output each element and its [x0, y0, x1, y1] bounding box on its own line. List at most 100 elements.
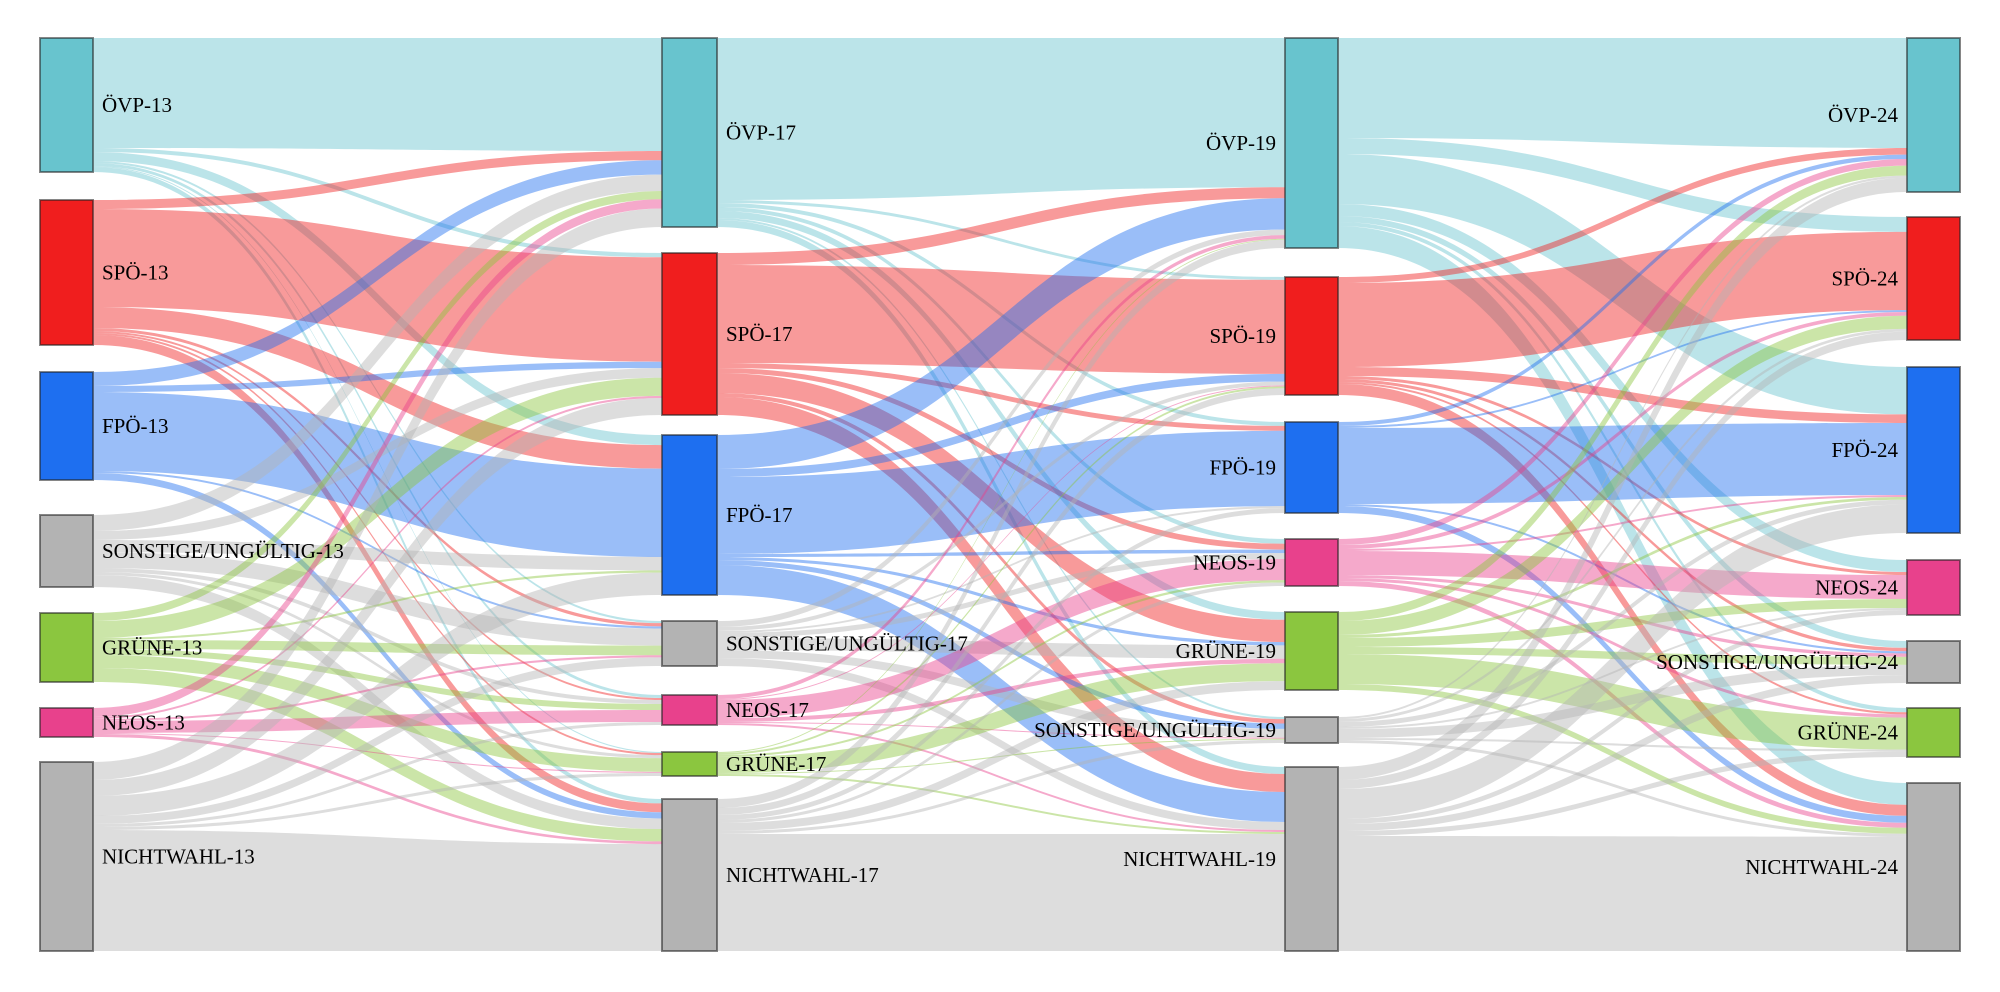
flow-neo19-neo24[interactable]	[1338, 551, 1907, 599]
node-spo19[interactable]	[1284, 276, 1339, 396]
flow-spo13-gru17[interactable]	[93, 333, 662, 756]
flow-fpo13-ovp17[interactable]	[93, 160, 662, 386]
node-gru13[interactable]	[39, 612, 94, 683]
flow-neo17-son19[interactable]	[717, 722, 1285, 739]
node-ovp13[interactable]	[39, 37, 94, 173]
flow-ovp17-neo19[interactable]	[717, 207, 1285, 544]
flow-gru17-gru19[interactable]	[717, 663, 1285, 773]
flow-ovp17-son19[interactable]	[717, 218, 1285, 720]
node-fpo17[interactable]	[661, 434, 718, 596]
flow-fpo19-ovp24[interactable]	[1338, 154, 1907, 426]
node-fpo19[interactable]	[1284, 421, 1339, 514]
flow-nw13-fpo17[interactable]	[93, 572, 662, 816]
flow-spo19-gru24[interactable]	[1338, 382, 1907, 715]
flow-son13-gru17[interactable]	[93, 572, 662, 759]
flow-ovp19-fpo24[interactable]	[1338, 154, 1907, 415]
flow-son13-fpo17[interactable]	[93, 540, 662, 571]
flow-ovp13-ovp17[interactable]	[93, 38, 662, 151]
flow-ovp13-fpo17[interactable]	[93, 152, 662, 446]
flow-fpo17-spo19[interactable]	[717, 373, 1285, 477]
flow-nw17-neo19[interactable]	[717, 582, 1285, 823]
flow-spo19-fpo24[interactable]	[1338, 367, 1907, 423]
flow-nw13-nw17[interactable]	[93, 830, 662, 951]
flow-son19-son24[interactable]	[1338, 664, 1907, 738]
flow-gru17-son19[interactable]	[717, 738, 1285, 774]
flow-gru13-gru17[interactable]	[93, 655, 662, 772]
flow-spo17-nw19[interactable]	[717, 397, 1285, 792]
node-nw24[interactable]	[1906, 782, 1961, 952]
flow-neo17-spo19[interactable]	[717, 385, 1285, 700]
flow-spo17-neo19[interactable]	[717, 368, 1285, 550]
node-neo24[interactable]	[1906, 559, 1961, 616]
flow-nw19-nw24[interactable]	[1338, 836, 1907, 951]
flow-fpo17-son19[interactable]	[717, 560, 1285, 729]
node-fpo13[interactable]	[39, 371, 94, 481]
flow-neo19-nw24[interactable]	[1338, 581, 1907, 828]
flow-spo19-son24[interactable]	[1338, 379, 1907, 652]
node-neo13[interactable]	[39, 707, 94, 738]
flow-gru19-gru24[interactable]	[1338, 654, 1907, 750]
flow-neo19-ovp24[interactable]	[1338, 159, 1907, 545]
flow-fpo13-son17[interactable]	[93, 471, 662, 629]
flow-gru13-spo17[interactable]	[93, 377, 662, 638]
flow-nw19-ovp24[interactable]	[1338, 177, 1907, 780]
flow-son17-gru19[interactable]	[717, 638, 1285, 659]
flow-gru17-spo19[interactable]	[717, 386, 1285, 755]
flow-ovp19-neo24[interactable]	[1338, 204, 1907, 572]
node-gru24[interactable]	[1906, 707, 1961, 758]
flow-fpo17-gru19[interactable]	[717, 557, 1285, 646]
flow-nw17-spo19[interactable]	[717, 388, 1285, 815]
flow-son19-gru24[interactable]	[1338, 738, 1907, 752]
node-son19[interactable]	[1284, 716, 1339, 744]
flow-gru19-ovp24[interactable]	[1338, 165, 1907, 621]
flow-nw13-spo17[interactable]	[93, 397, 662, 796]
flow-gru19-son24[interactable]	[1338, 647, 1907, 665]
flow-gru19-spo24[interactable]	[1338, 315, 1907, 635]
flow-fpo19-son24[interactable]	[1338, 504, 1907, 654]
node-gru17[interactable]	[661, 751, 718, 777]
flow-fpo17-fpo19[interactable]	[717, 430, 1285, 554]
flow-fpo13-spo17[interactable]	[93, 361, 662, 392]
flow-fpo17-neo19[interactable]	[717, 549, 1285, 557]
flow-spo13-ovp17[interactable]	[93, 150, 662, 209]
flow-nw19-spo24[interactable]	[1338, 331, 1907, 789]
flow-ovp17-nw19[interactable]	[717, 220, 1285, 774]
flow-nw19-neo24[interactable]	[1338, 610, 1907, 824]
flow-neo19-gru24[interactable]	[1338, 578, 1907, 718]
flow-ovp13-neo17[interactable]	[93, 163, 662, 698]
flow-nw13-son17[interactable]	[93, 657, 662, 824]
flow-neo17-gru19[interactable]	[717, 658, 1285, 722]
flow-son17-neo19[interactable]	[717, 553, 1285, 638]
flow-son17-ovp19[interactable]	[717, 229, 1285, 627]
flow-ovp17-ovp19[interactable]	[717, 38, 1285, 200]
flow-fpo13-fpo17[interactable]	[93, 392, 662, 557]
flow-nw19-son24[interactable]	[1338, 675, 1907, 831]
flow-gru13-ovp17[interactable]	[93, 191, 662, 621]
flow-fpo17-nw19[interactable]	[717, 565, 1285, 822]
flow-gru19-neo24[interactable]	[1338, 599, 1907, 647]
flow-nw13-gru17[interactable]	[93, 772, 662, 830]
flow-spo17-son19[interactable]	[717, 393, 1285, 724]
flow-ovp17-gru19[interactable]	[717, 211, 1285, 620]
flow-nw17-fpo19[interactable]	[717, 508, 1285, 820]
node-nw17[interactable]	[661, 798, 718, 952]
flow-ovp13-spo17[interactable]	[93, 148, 662, 258]
node-ovp24[interactable]	[1906, 37, 1961, 193]
node-ovp19[interactable]	[1284, 37, 1339, 249]
flow-spo13-son17[interactable]	[93, 328, 662, 627]
node-nw19[interactable]	[1284, 766, 1339, 952]
flow-gru17-ovp19[interactable]	[717, 238, 1285, 753]
flow-spo13-neo17[interactable]	[93, 331, 662, 700]
flow-gru17-neo19[interactable]	[717, 580, 1285, 757]
flow-neo19-son24[interactable]	[1338, 575, 1907, 657]
flow-son13-ovp17[interactable]	[93, 174, 662, 531]
flow-spo19-spo24[interactable]	[1338, 231, 1907, 367]
flow-neo13-neo17[interactable]	[93, 710, 662, 733]
node-son17[interactable]	[661, 620, 718, 667]
flow-nw19-fpo24[interactable]	[1338, 504, 1907, 819]
flow-ovp19-nw24[interactable]	[1338, 226, 1907, 805]
flow-gru13-fpo17[interactable]	[93, 570, 662, 640]
flow-son13-neo17[interactable]	[93, 568, 662, 704]
flow-gru19-nw24[interactable]	[1338, 684, 1907, 834]
flow-gru17-nw19[interactable]	[717, 774, 1285, 834]
